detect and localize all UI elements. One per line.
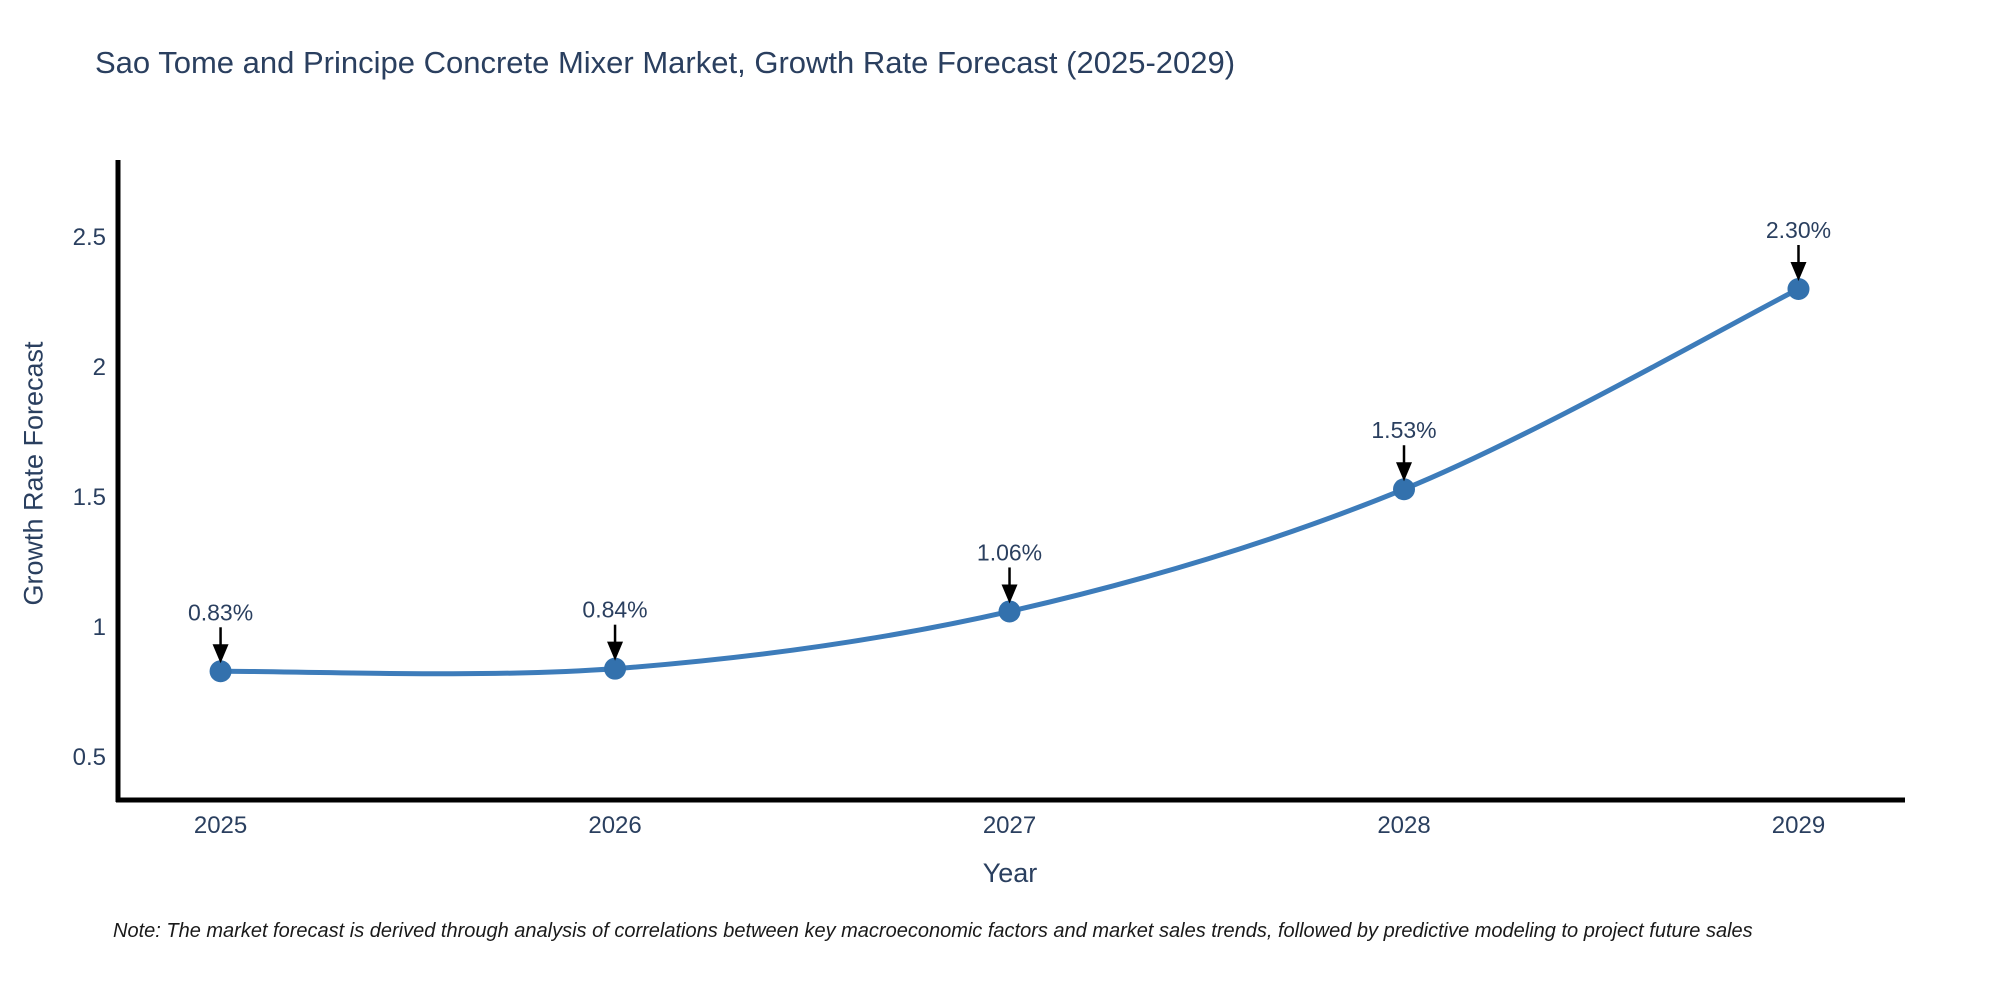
annotation-label-2026: 0.84% — [582, 597, 647, 623]
y-tick-label-2.5: 2.5 — [73, 224, 106, 251]
annotation-label-2025: 0.83% — [188, 599, 253, 625]
annotation-arrowhead-2027 — [1001, 584, 1018, 604]
chart-title: Sao Tome and Principe Concrete Mixer Mar… — [95, 45, 1236, 80]
y-tick-label-1: 1 — [93, 614, 106, 641]
y-tick-label-0.5: 0.5 — [73, 744, 106, 771]
y-tick-label-2: 2 — [93, 354, 106, 381]
x-tick-label-2026: 2026 — [588, 812, 641, 839]
annotation-label-2027: 1.06% — [977, 539, 1042, 565]
y-axis-title: Growth Rate Forecast — [18, 341, 49, 606]
annotation-arrowhead-2028 — [1396, 462, 1413, 482]
data-point-2026 — [604, 657, 627, 680]
annotation-arrowhead-2026 — [607, 641, 624, 661]
data-point-2029 — [1787, 277, 1810, 300]
annotation-label-2029: 2.30% — [1766, 217, 1831, 243]
annotation-arrowhead-2029 — [1790, 261, 1807, 281]
annotation-label-2028: 1.53% — [1371, 417, 1436, 443]
data-point-2025 — [209, 660, 232, 683]
x-tick-label-2028: 2028 — [1377, 812, 1430, 839]
x-tick-label-2029: 2029 — [1772, 812, 1825, 839]
x-axis-title: Year — [982, 858, 1038, 888]
x-tick-label-2027: 2027 — [983, 812, 1036, 839]
data-point-2028 — [1393, 478, 1416, 501]
data-point-2027 — [998, 600, 1021, 623]
annotation-arrowhead-2025 — [212, 644, 229, 664]
y-tick-label-1.5: 1.5 — [73, 484, 106, 511]
x-tick-label-2025: 2025 — [194, 812, 247, 839]
footnote: Note: The market forecast is derived thr… — [113, 920, 1753, 942]
